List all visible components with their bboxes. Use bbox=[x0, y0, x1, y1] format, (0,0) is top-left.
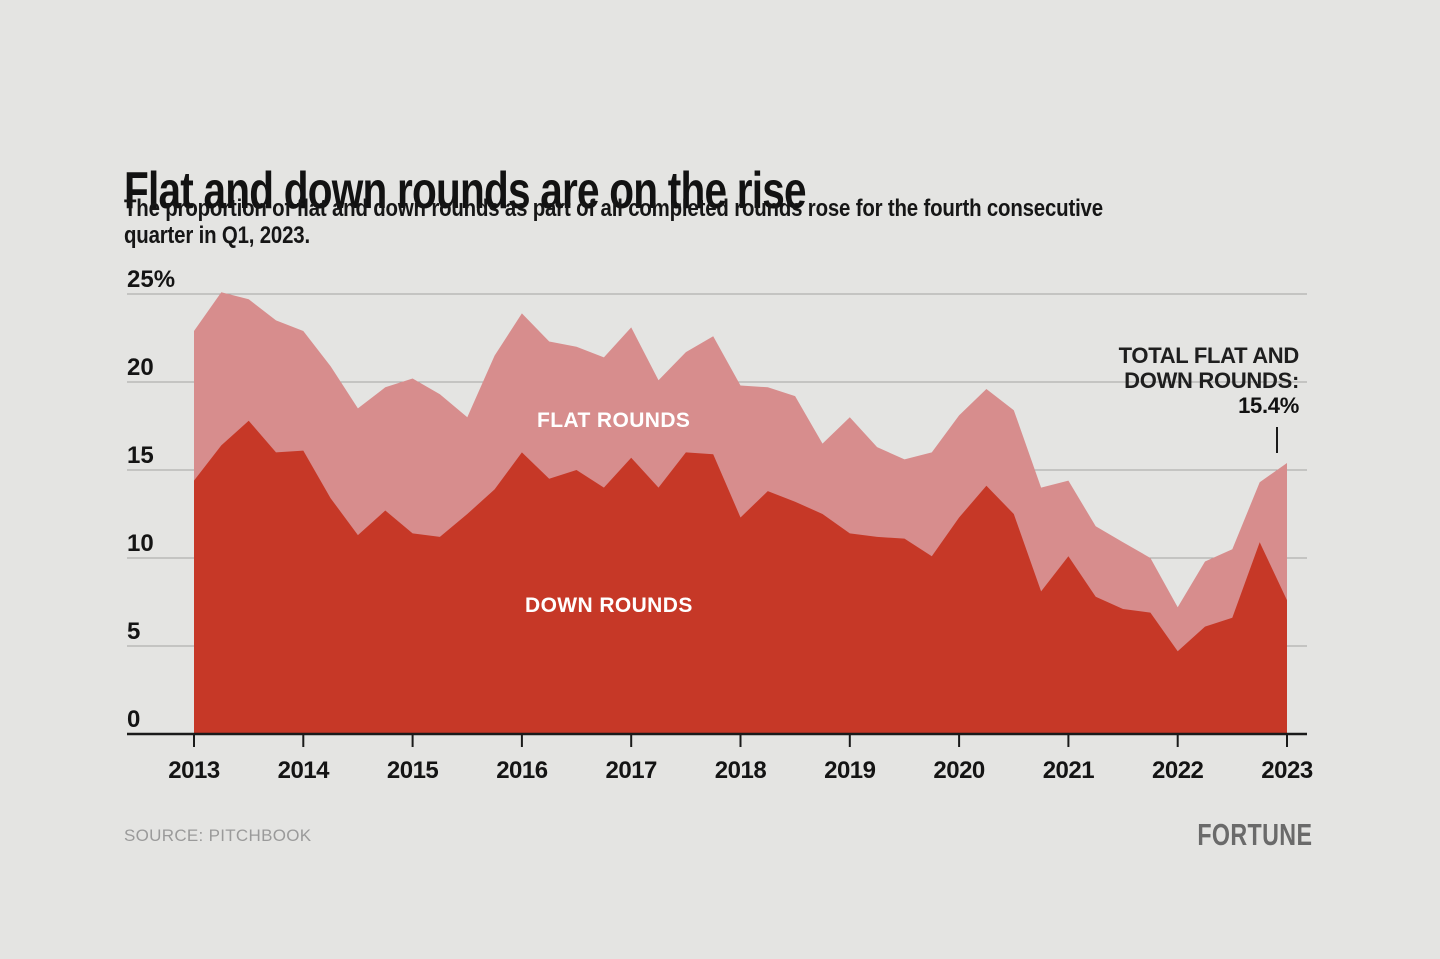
x-tick-label-2021: 2021 bbox=[1043, 757, 1095, 784]
x-tick-label-2014: 2014 bbox=[278, 757, 331, 784]
total-annotation: TOTAL FLAT AND DOWN ROUNDS: 15.4% bbox=[1118, 343, 1300, 418]
page-subtitle-line2: quarter in Q1, 2023. bbox=[124, 222, 310, 249]
y-tick-label-20: 20 bbox=[127, 354, 154, 381]
fortune-logo: FORTUNE bbox=[1197, 817, 1312, 852]
y-tick-label-5: 5 bbox=[127, 618, 140, 645]
y-tick-label-0: 0 bbox=[127, 706, 140, 733]
x-tick-label-2022: 2022 bbox=[1152, 757, 1204, 784]
page-subtitle: The proportion of flat and down rounds a… bbox=[124, 195, 1103, 249]
page-subtitle-line1: The proportion of flat and down rounds a… bbox=[124, 195, 1103, 222]
series-label-down-rounds: DOWN ROUNDS bbox=[525, 594, 693, 617]
x-tick-label-2015: 2015 bbox=[387, 757, 439, 784]
x-tick-label-2016: 2016 bbox=[496, 757, 548, 784]
y-tick-label-15: 15 bbox=[127, 442, 154, 469]
x-tick-label-2023: 2023 bbox=[1261, 757, 1313, 784]
source-credit: SOURCE: PITCHBOOK bbox=[124, 826, 312, 845]
annotation-pointer-line bbox=[1276, 427, 1278, 453]
annotation-value: 15.4% bbox=[1238, 393, 1299, 418]
x-tick-label-2017: 2017 bbox=[606, 757, 658, 784]
x-tick-label-2020: 2020 bbox=[933, 757, 985, 784]
series-label-flat-rounds: FLAT ROUNDS bbox=[537, 409, 691, 432]
annotation-line2: DOWN ROUNDS: bbox=[1124, 368, 1299, 393]
page-title: Flat and down rounds are on the rise bbox=[124, 161, 807, 220]
x-tick-label-2018: 2018 bbox=[715, 757, 767, 784]
y-tick-label-10: 10 bbox=[127, 530, 154, 557]
y-tick-label-25: 25% bbox=[127, 266, 175, 293]
x-tick-label-2013: 2013 bbox=[168, 757, 220, 784]
x-tick-label-2019: 2019 bbox=[824, 757, 876, 784]
annotation-line1: TOTAL FLAT AND bbox=[1118, 343, 1300, 368]
area-down-rounds bbox=[194, 420, 1287, 734]
